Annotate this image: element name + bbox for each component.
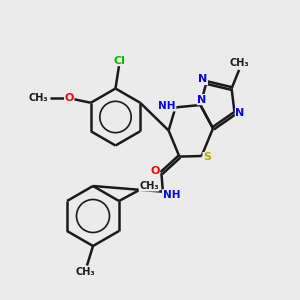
Text: N: N (197, 94, 206, 105)
Text: O: O (64, 93, 74, 103)
Text: NH: NH (158, 101, 176, 111)
Text: N: N (236, 108, 244, 118)
Text: S: S (203, 152, 211, 163)
Text: NH: NH (163, 190, 180, 200)
Text: N: N (198, 74, 207, 85)
Text: CH₃: CH₃ (76, 267, 95, 277)
Text: CH₃: CH₃ (139, 181, 159, 191)
Text: CH₃: CH₃ (28, 93, 48, 103)
Text: O: O (150, 166, 160, 176)
Text: Cl: Cl (113, 56, 125, 66)
Text: CH₃: CH₃ (229, 58, 249, 68)
